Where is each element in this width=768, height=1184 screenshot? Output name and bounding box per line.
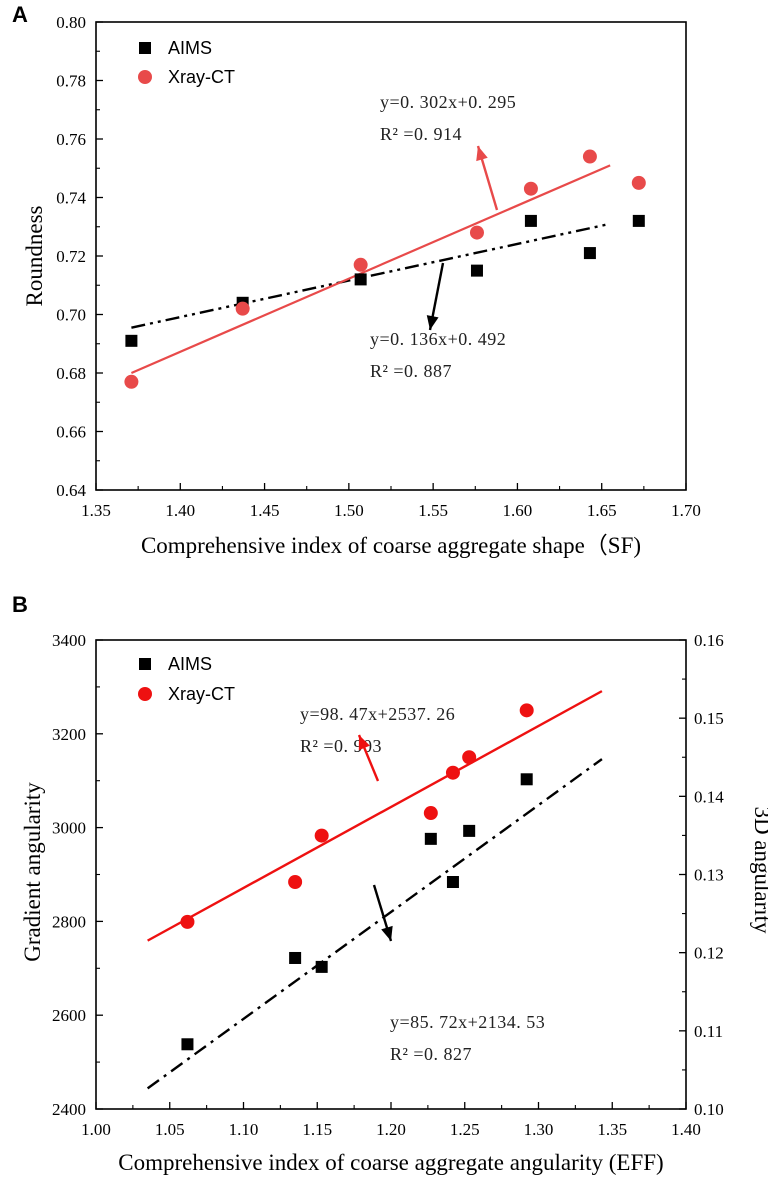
r-squared: R² =0. 914 [380,124,462,144]
y-tick-label: 3200 [52,725,86,744]
data-point-aims [289,951,302,964]
x-tick-label: 1.05 [155,1120,185,1139]
data-point-xray-ct [445,765,460,780]
y-tick-label: 2800 [52,912,86,931]
y-tick-label: 0.80 [56,13,86,32]
y-tick-label: 2400 [52,1100,86,1119]
fit-equation: y=98. 47x+2537. 26 [300,704,455,724]
x-tick-label: 1.20 [376,1120,406,1139]
annotation-arrowhead [381,925,393,941]
x-tick-label: 1.50 [334,501,364,520]
data-point-xray-ct [519,703,534,718]
x-tick-label: 1.40 [671,1120,701,1139]
y2-tick-label: 0.10 [694,1100,724,1119]
y-axis-title: Gradient angularity [20,782,45,962]
fit-equation: y=85. 72x+2134. 53 [390,1012,545,1032]
y-tick-label: 3400 [52,631,86,650]
x-axis-title: Comprehensive index of coarse aggregate … [118,1150,663,1175]
legend-marker-aims [139,658,151,670]
y-tick-label: 2600 [52,1006,86,1025]
y-tick-label: 0.68 [56,364,86,383]
legend-label: AIMS [168,654,212,674]
data-point-aims [583,247,596,260]
data-point-aims [446,876,459,889]
x-tick-label: 1.45 [250,501,280,520]
data-point-xray-ct [124,374,139,389]
x-tick-label: 1.25 [450,1120,480,1139]
x-tick-label: 1.40 [165,501,195,520]
fit-line-aims [131,222,611,329]
y-axis-title: Roundness [22,205,47,306]
legend-marker-xray-ct [138,687,152,701]
data-point-xray-ct [469,225,484,240]
data-point-xray-ct [523,181,538,196]
y2-axis-title: 3D angularity [750,806,768,934]
data-point-aims [463,824,476,837]
fit-line-aims [146,758,603,1090]
y-tick-label: 0.72 [56,247,86,266]
annotation-arrowhead [476,146,488,162]
r-squared: R² =0. 827 [390,1044,472,1064]
panel-label: B [12,592,28,617]
x-tick-label: 1.10 [229,1120,259,1139]
data-point-xray-ct [462,750,477,765]
y-tick-label: 0.76 [56,130,86,149]
x-tick-label: 1.55 [418,501,448,520]
x-tick-label: 1.35 [597,1120,627,1139]
x-tick-label: 1.30 [524,1120,554,1139]
y-tick-label: 0.78 [56,72,86,91]
data-point-aims [315,960,328,973]
legend-label: AIMS [168,38,212,58]
legend-label: Xray-CT [168,684,235,704]
legend-label: Xray-CT [168,67,235,87]
x-axis-title: Comprehensive index of coarse aggregate … [141,533,641,558]
x-tick-label: 1.15 [302,1120,332,1139]
data-point-xray-ct [353,257,368,272]
data-point-aims [470,264,483,277]
data-point-xray-ct [180,914,195,929]
data-point-xray-ct [314,828,329,843]
legend-marker-xray-ct [138,70,152,84]
y2-tick-label: 0.14 [694,787,724,806]
data-point-xray-ct [423,806,438,821]
fit-equation: y=0. 136x+0. 492 [370,329,506,349]
x-tick-label: 1.00 [81,1120,111,1139]
data-point-aims [125,334,138,347]
data-point-aims [354,273,367,286]
fit-line-xray-ct [147,690,603,942]
data-point-xray-ct [631,175,646,190]
annotation-arrowhead [358,735,370,751]
panel-label: A [12,2,28,27]
x-tick-label: 1.65 [587,501,617,520]
y2-tick-label: 0.11 [694,1022,723,1041]
r-squared: R² =0. 903 [300,736,382,756]
annotation-arrowhead [426,315,439,330]
data-point-aims [632,214,645,227]
data-point-xray-ct [235,301,250,316]
y-tick-label: 3000 [52,819,86,838]
data-point-aims [181,1038,194,1051]
data-point-xray-ct [288,875,303,890]
y2-tick-label: 0.12 [694,944,724,963]
y2-tick-label: 0.16 [694,631,724,650]
data-point-xray-ct [582,149,597,164]
y-tick-label: 0.64 [56,481,86,500]
r-squared: R² =0. 887 [370,361,452,381]
y2-tick-label: 0.15 [694,709,724,728]
x-tick-label: 1.70 [671,501,701,520]
data-point-aims [520,773,533,786]
y-tick-label: 0.70 [56,306,86,325]
x-tick-label: 1.60 [503,501,533,520]
fit-line-xray-ct [130,164,611,375]
legend-marker-aims [139,42,151,54]
y2-tick-label: 0.13 [694,866,724,885]
data-point-aims [424,832,437,845]
x-tick-label: 1.35 [81,501,111,520]
y-tick-label: 0.74 [56,189,86,208]
y-tick-label: 0.66 [56,423,86,442]
data-point-aims [524,214,537,227]
fit-equation: y=0. 302x+0. 295 [380,92,516,112]
